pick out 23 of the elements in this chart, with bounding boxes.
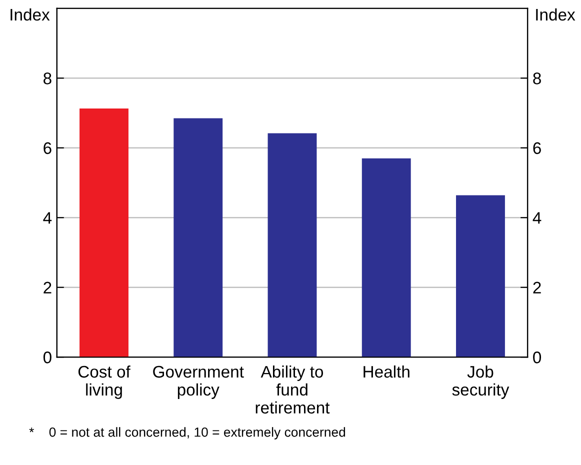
y-tick-label: 6 xyxy=(44,142,52,154)
y2-tick-label: 8 xyxy=(533,72,541,84)
y2-tick-label: 6 xyxy=(533,142,541,154)
bar xyxy=(174,118,223,358)
bar xyxy=(456,195,505,358)
y2-tick-label: 4 xyxy=(532,212,542,224)
x-tick-label: Ability to fund retirement xyxy=(256,365,330,414)
x-tick-label: Job security xyxy=(452,365,510,399)
y-tick-label: 0 xyxy=(43,352,52,364)
y2-tick-label: 0 xyxy=(533,352,542,364)
y2-axis-title: Index xyxy=(536,8,576,21)
bar xyxy=(80,108,128,358)
text: * 0 = not at all concerned, 10 = extremely concerned xyxy=(29,427,346,440)
x-tick-label: Government policy xyxy=(153,366,244,399)
y-tick-label: 8 xyxy=(44,72,52,84)
y-tick-label: 4 xyxy=(43,212,52,224)
bar xyxy=(362,158,411,358)
bar xyxy=(268,133,317,358)
x-tick-label: Cost of living xyxy=(78,365,130,399)
y-axis-title: Index xyxy=(10,8,50,21)
x-tick-label: Health xyxy=(364,365,410,378)
y-tick-label: 2 xyxy=(44,282,52,294)
y2-tick-label: 2 xyxy=(533,282,541,294)
